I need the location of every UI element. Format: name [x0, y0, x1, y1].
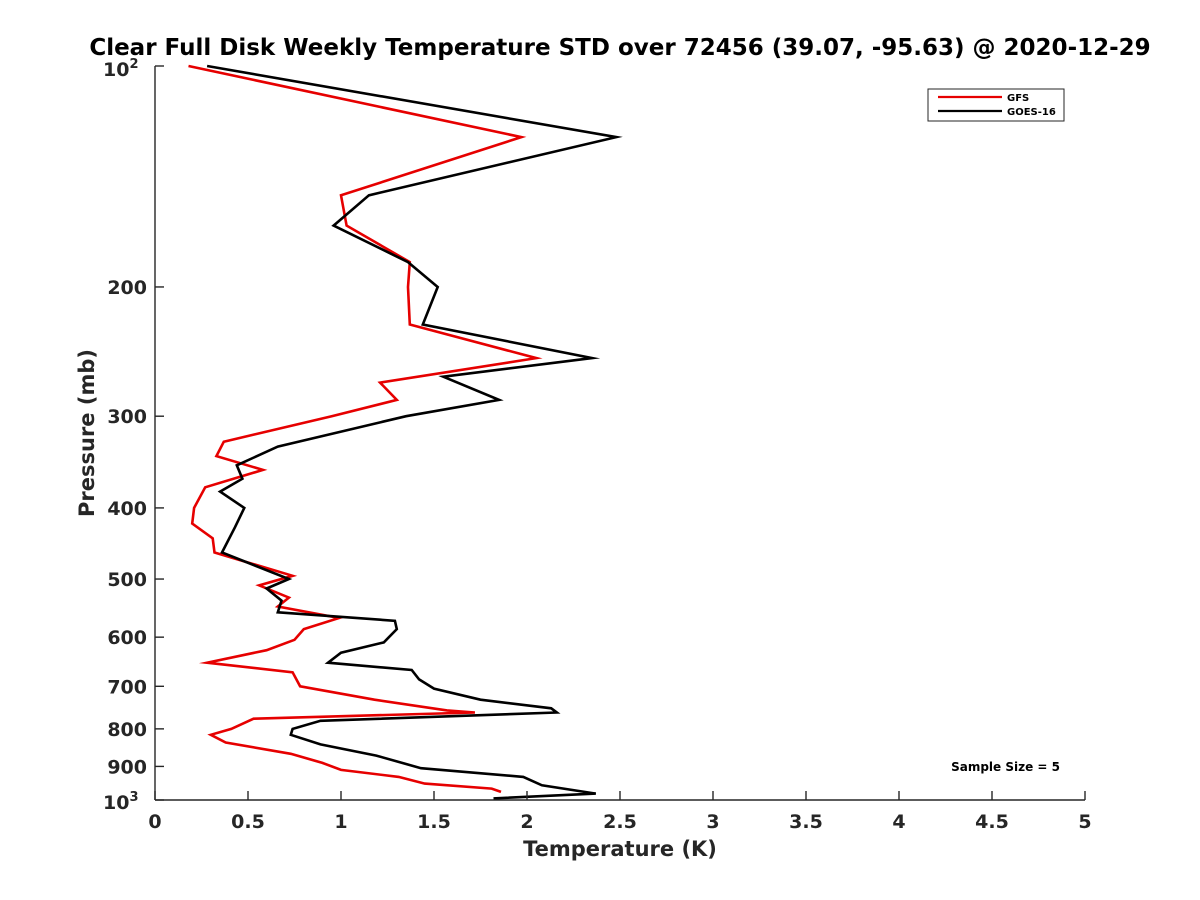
y-tick-label-100-exponent: 2	[129, 57, 138, 72]
x-tick-label: 4	[892, 811, 905, 833]
series-line-goes16	[206, 64, 623, 800]
y-tick-label: 900	[107, 756, 147, 778]
y-axis-ticks: 200 300 400 500 600 700 800 900	[107, 65, 164, 801]
x-axis-ticks: 0 0.5 1 1.5 2 2.5 3 3.5 4 4.5 5	[148, 791, 1092, 833]
chart-title: Clear Full Disk Weekly Temperature STD o…	[89, 35, 1150, 61]
y-axis-label: Pressure (mb)	[75, 349, 99, 517]
x-tick-label: 2	[520, 811, 533, 833]
y-tick-label: 400	[107, 498, 147, 520]
legend-label-goes16: GOES-16	[1007, 107, 1056, 118]
y-tick-label: 500	[107, 569, 147, 591]
y-tick-label-100: 102	[103, 57, 139, 81]
x-tick-label: 1.5	[417, 811, 451, 833]
y-tick-label-1000-base: 10	[103, 792, 129, 814]
y-tick-label: 700	[107, 676, 147, 698]
legend-label-gfs: GFS	[1007, 93, 1029, 104]
sample-size-annotation: Sample Size = 5	[951, 760, 1060, 774]
x-tick-label: 1	[334, 811, 347, 833]
series-layer	[188, 64, 623, 800]
y-tick-label: 600	[107, 627, 147, 649]
series-line-gfs	[188, 64, 543, 794]
x-axis-label: Temperature (K)	[523, 837, 717, 861]
y-tick-label-1000: 103	[103, 790, 139, 814]
legend: GFS GOES-16	[927, 88, 1065, 122]
y-tick-label-1000-exponent: 3	[129, 790, 138, 805]
legend-box	[927, 88, 1065, 122]
y-tick-label: 200	[107, 277, 147, 299]
x-tick-label: 5	[1078, 811, 1091, 833]
x-tick-label: 3	[706, 811, 719, 833]
x-tick-label: 2.5	[603, 811, 637, 833]
y-tick-label-100-base: 10	[103, 59, 129, 81]
x-tick-label: 3.5	[789, 811, 823, 833]
x-tick-label: 4.5	[975, 811, 1009, 833]
y-tick-label: 800	[107, 719, 147, 741]
x-tick-label: 0	[148, 811, 161, 833]
y-tick-label: 300	[107, 406, 147, 428]
x-tick-label: 0.5	[231, 811, 265, 833]
